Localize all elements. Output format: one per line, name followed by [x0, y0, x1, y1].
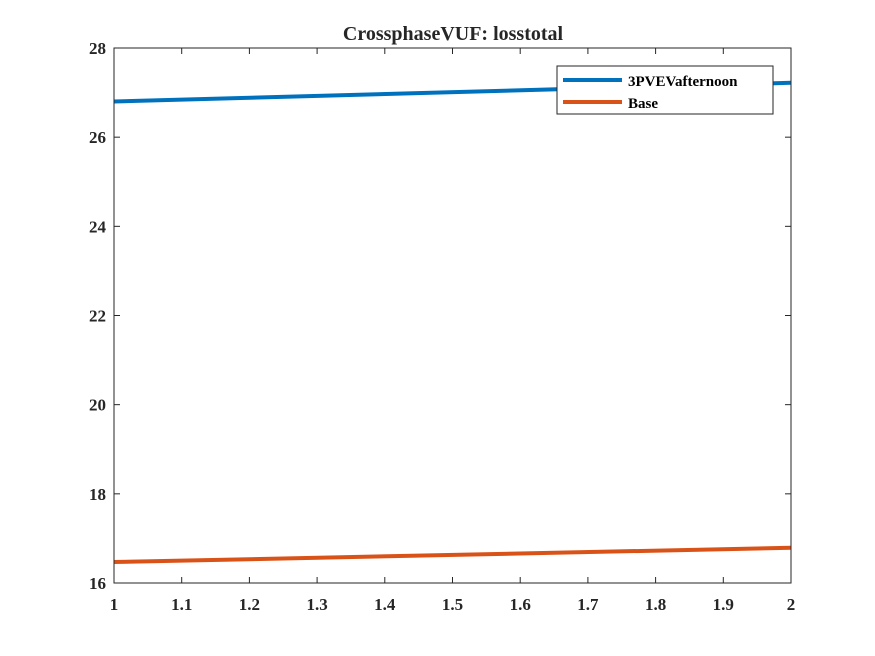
plot-area — [114, 48, 791, 583]
x-tick-label: 1.7 — [577, 595, 599, 614]
x-tick-label: 1.5 — [442, 595, 463, 614]
y-tick-label: 24 — [89, 217, 107, 236]
x-tick-label: 1.9 — [713, 595, 734, 614]
legend-box — [556, 65, 774, 115]
x-axis: 1 1.1 1.2 1.3 1.4 1.5 1.6 1.7 1.8 1.9 2 — [110, 48, 796, 614]
y-tick-label: 20 — [89, 396, 106, 415]
x-tick-label: 1.3 — [306, 595, 327, 614]
x-tick-label: 1 — [110, 595, 119, 614]
y-tick-label: 16 — [89, 574, 106, 593]
chart-title: CrossphaseVUF: losstotal — [343, 23, 564, 45]
y-axis: 16 18 20 22 24 26 28 — [89, 39, 791, 593]
y-tick-label: 22 — [89, 307, 106, 326]
series-line-base — [113, 545, 792, 565]
x-tick-label: 1.8 — [645, 595, 666, 614]
legend: 3PVEVafternoon Base — [556, 65, 774, 115]
y-tick-label: 26 — [89, 128, 106, 147]
legend-label-3pvevafternoon: 3PVEVafternoon — [628, 74, 738, 90]
y-tick-label: 28 — [89, 39, 106, 58]
x-tick-label: 2 — [787, 595, 796, 614]
y-tick-label: 18 — [89, 485, 106, 504]
x-tick-label: 1.1 — [171, 595, 192, 614]
x-tick-label: 1.2 — [239, 595, 260, 614]
x-tick-label: 1.4 — [374, 595, 396, 614]
legend-label-base: Base — [628, 96, 658, 112]
x-tick-label: 1.6 — [510, 595, 531, 614]
